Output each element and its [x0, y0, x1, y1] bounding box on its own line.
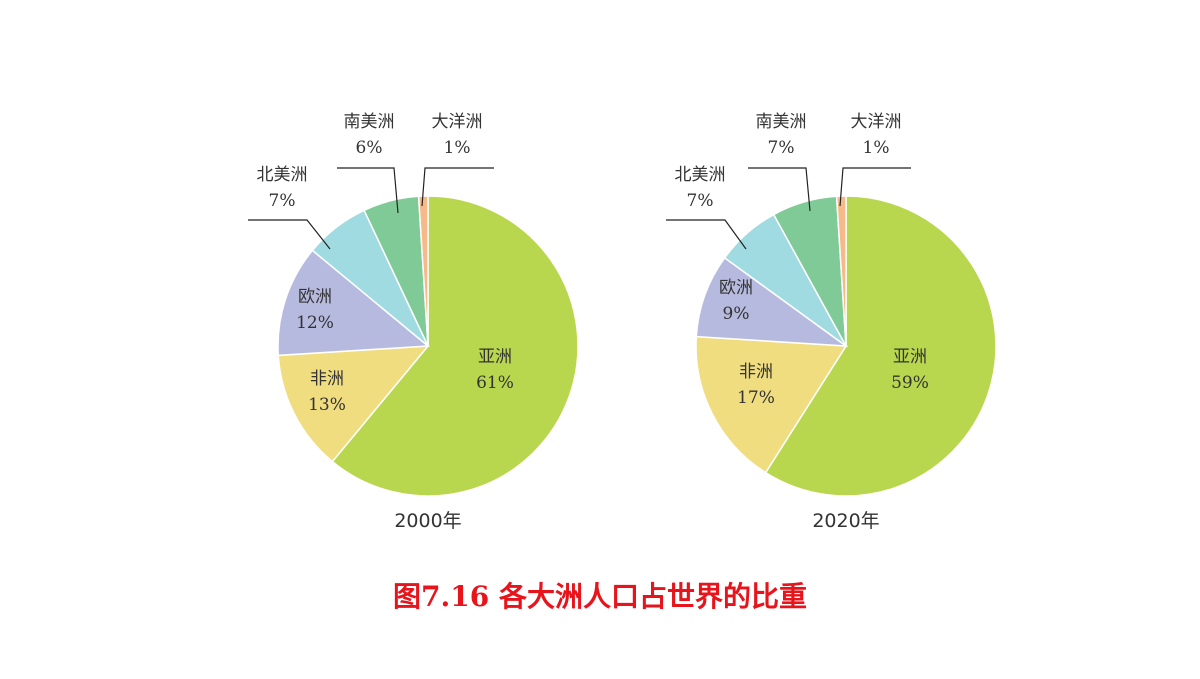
slice-value-europe: 9%	[723, 304, 750, 324]
slice-label-oceania: 大洋洲	[432, 112, 483, 132]
slice-value-north-america: 7%	[687, 191, 714, 211]
slice-value-north-america: 7%	[269, 191, 296, 211]
slice-label-africa: 非洲	[739, 362, 773, 382]
slice-label-asia: 亚洲	[478, 347, 512, 367]
slice-value-asia: 61%	[476, 373, 514, 393]
pie-slice-asia	[331, 195, 579, 497]
slice-label-europe: 欧洲	[719, 278, 753, 298]
pie-slice-africa	[695, 335, 848, 474]
slice-value-europe: 12%	[296, 313, 334, 333]
pie-slice-africa	[277, 345, 430, 463]
leader-line-south-america	[748, 167, 811, 212]
slice-label-oceania: 大洋洲	[851, 112, 902, 132]
slice-value-asia: 59%	[891, 373, 929, 393]
slice-label-south-america: 南美洲	[344, 112, 395, 132]
chart-title-2: 2020年	[812, 510, 879, 532]
slice-label-north-america: 北美洲	[675, 165, 726, 185]
pie-chart-1: 亚洲 61% 非洲 13% 欧洲 12% 北美洲 7% 南美洲 6% 大洋洲 1% 2000年	[248, 112, 579, 532]
leader-line-oceania	[421, 167, 494, 207]
leader-line-oceania	[839, 167, 911, 207]
pie-slice-europe	[695, 256, 849, 347]
slice-label-europe: 欧洲	[298, 287, 332, 307]
chart-title-1: 2000年	[394, 510, 461, 532]
slice-value-oceania: 1%	[444, 138, 471, 158]
slice-value-africa: 17%	[737, 388, 775, 408]
leader-line-south-america	[337, 167, 399, 214]
slice-label-africa: 非洲	[310, 369, 344, 389]
leader-line-north-america	[666, 219, 747, 250]
pie-slice-europe	[277, 249, 430, 357]
pie-slice-asia	[764, 195, 997, 497]
slice-label-north-america: 北美洲	[257, 165, 308, 185]
slice-value-south-america: 7%	[768, 138, 795, 158]
figure-caption: 图7.16 各大洲人口占世界的比重	[393, 580, 807, 613]
slice-label-asia: 亚洲	[893, 347, 927, 367]
slice-value-oceania: 1%	[863, 138, 890, 158]
slice-label-south-america: 南美洲	[756, 112, 807, 132]
slice-value-south-america: 6%	[356, 138, 383, 158]
leader-line-north-america	[248, 219, 331, 250]
pie-chart-2: 亚洲 59% 非洲 17% 欧洲 9% 北美洲 7% 南美洲 7% 大洋洲 1% 2020年	[666, 112, 997, 532]
slice-value-africa: 13%	[308, 395, 346, 415]
